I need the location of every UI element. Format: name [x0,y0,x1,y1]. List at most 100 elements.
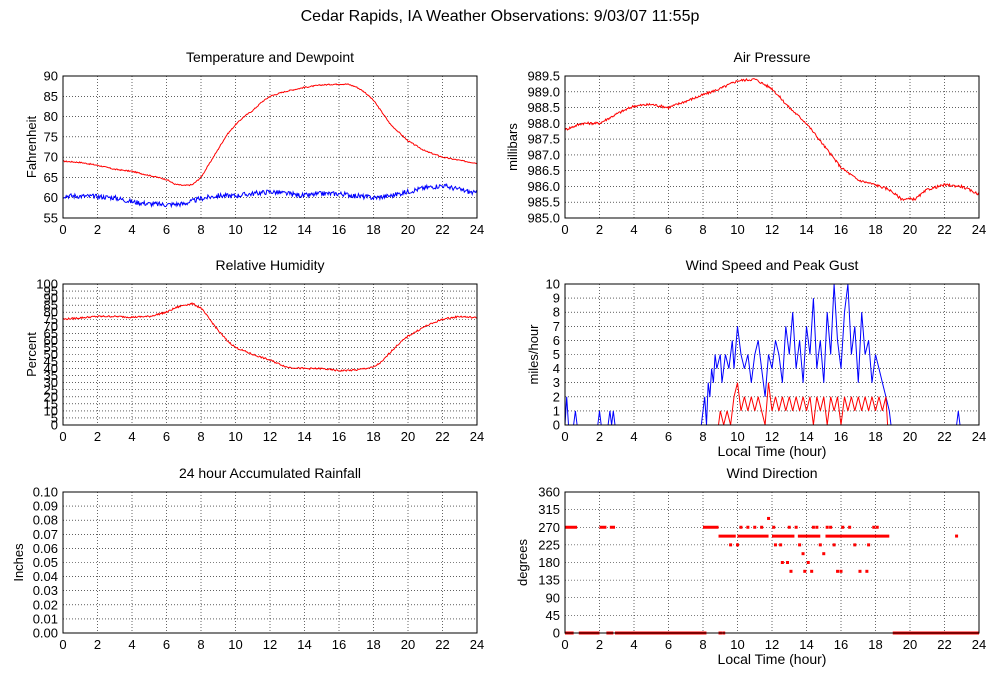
x-tick-label: 8 [699,429,706,444]
y-tick-label: 0.07 [33,527,58,542]
x-tick-label: 16 [834,429,848,444]
y-tick-label: 5 [553,347,560,362]
y-tick-label: 90 [44,291,58,306]
y-tick-label: 40 [44,361,58,376]
x-axis-label: Local Time (hour) [718,651,827,667]
y-tick-label: 0.10 [33,485,58,500]
y-tick-label: 75 [44,129,58,144]
y-tick-label: 55 [44,340,58,355]
x-tick-label: 12 [263,222,277,237]
direction-point [806,561,810,564]
x-tick-label: 22 [435,637,449,652]
x-tick-label: 2 [94,429,101,444]
y-tick-label: 15 [44,396,58,411]
direction-point [865,569,869,573]
direction-point [772,525,776,529]
y-tick-label: 80 [44,109,58,124]
x-tick-label: 14 [297,222,311,237]
x-tick-label: 24 [470,222,484,237]
plot-frame [564,283,980,426]
chart-pressure: Air Pressure 985.0985.5986.0986.5987.0987… [505,49,986,237]
direction-point [832,543,836,547]
y-tick-label: 986.5 [527,163,560,178]
series-line-1 [62,182,478,209]
y-axis-label: Inches [11,543,26,582]
x-tick-label: 10 [730,429,744,444]
x-tick-label: 18 [868,222,882,237]
y-tick-label: 180 [538,555,560,570]
y-tick-label: 360 [538,485,560,500]
x-tick-label: 18 [366,637,380,652]
x-tick-label: 24 [470,637,484,652]
y-tick-label: 70 [44,319,58,334]
x-tick-label: 2 [596,222,603,237]
x-tick-label: 4 [630,222,637,237]
direction-point [955,534,959,538]
y-axis-label: miles/hour [526,324,541,385]
y-tick-label: 0.02 [33,597,58,612]
x-tick-label: 20 [903,222,917,237]
y-tick-label: 987.5 [527,132,560,147]
direction-point [848,525,852,529]
series-line-0 [564,77,980,202]
x-tick-label: 6 [665,637,672,652]
direction-point [786,561,790,564]
direction-point [780,561,784,564]
chart-title: Relative Humidity [216,257,325,273]
direction-point [818,543,822,547]
x-tick-label: 8 [699,222,706,237]
y-tick-label: 270 [538,520,560,535]
x-tick-label: 10 [730,222,744,237]
y-tick-label: 0 [553,418,560,433]
x-tick-label: 8 [197,637,204,652]
y-tick-label: 45 [546,608,560,623]
y-tick-label: 45 [44,354,58,369]
y-tick-label: 25 [44,382,58,397]
x-tick-label: 22 [435,429,449,444]
y-tick-label: 60 [44,190,58,205]
y-tick-label: 5 [51,410,58,425]
x-tick-label: 12 [263,637,277,652]
x-tick-label: 16 [332,429,346,444]
x-tick-label: 12 [765,222,779,237]
y-tick-label: 0.06 [33,541,58,556]
y-tick-label: 10 [44,403,58,418]
x-tick-label: 24 [972,637,986,652]
y-tick-label: 55 [44,211,58,226]
y-tick-label: 8 [553,305,560,320]
y-tick-label: 9 [553,291,560,306]
y-tick-label: 0.09 [33,499,58,514]
x-tick-label: 0 [561,637,568,652]
x-tick-label: 16 [834,637,848,652]
x-tick-label: 22 [937,637,951,652]
x-tick-label: 12 [765,429,779,444]
direction-point [839,569,843,573]
x-tick-label: 6 [163,429,170,444]
y-axis-label: millibars [505,123,520,171]
x-tick-label: 10 [228,429,242,444]
x-tick-label: 10 [228,637,242,652]
y-tick-label: 989.5 [527,69,560,84]
direction-point [829,525,833,529]
y-axis-label: Percent [24,332,39,377]
x-tick-label: 14 [297,429,311,444]
y-tick-label: 989.0 [527,84,560,99]
x-tick-label: 10 [228,222,242,237]
direction-point [825,525,829,529]
x-tick-label: 12 [765,637,779,652]
x-tick-label: 10 [730,637,744,652]
direction-point [801,552,805,556]
plot-frame [62,491,478,634]
y-tick-label: 100 [36,277,58,292]
direction-point [803,569,807,573]
x-tick-label: 16 [332,222,346,237]
direction-point [760,525,764,529]
x-tick-label: 2 [94,222,101,237]
x-tick-label: 24 [972,429,986,444]
x-tick-label: 14 [799,429,813,444]
x-tick-label: 20 [903,637,917,652]
series-line-1 [565,382,979,426]
